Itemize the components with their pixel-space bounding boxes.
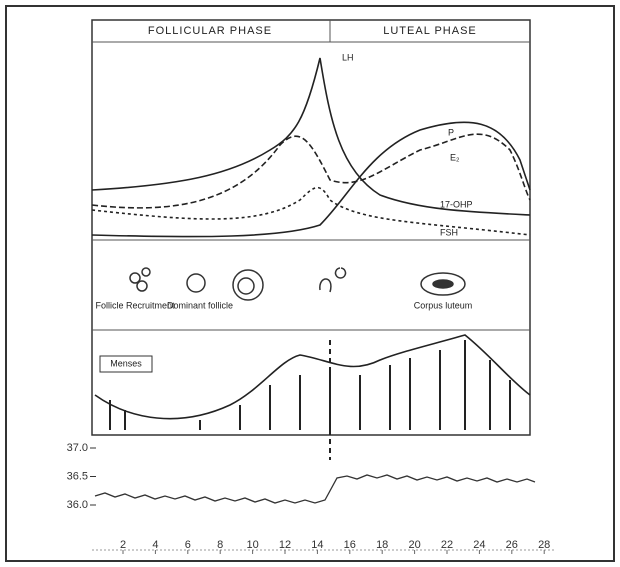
hormone-label: P bbox=[448, 127, 454, 137]
temperature-line bbox=[94, 474, 536, 504]
ovary-label: Follicle Recruitment bbox=[95, 300, 175, 310]
x-tick-label: 12 bbox=[279, 539, 291, 551]
ovary-label: Corpus luteum bbox=[414, 300, 473, 310]
phase-label: FOLLICULAR PHASE bbox=[148, 25, 272, 37]
progesterone-curve bbox=[91, 121, 531, 238]
x-tick-label: 2 bbox=[120, 539, 126, 551]
x-tick-label: 22 bbox=[441, 539, 453, 551]
x-tick-label: 8 bbox=[217, 539, 223, 551]
x-tick-label: 26 bbox=[506, 539, 518, 551]
label-box bbox=[99, 355, 153, 373]
outer-border bbox=[5, 5, 615, 562]
x-tick-label: 6 bbox=[185, 539, 191, 551]
y-tick-label: 37.0 bbox=[67, 442, 88, 454]
x-tick-label: 18 bbox=[376, 539, 388, 551]
y-tick-label: 36.5 bbox=[67, 470, 88, 482]
ovary-label: Dominant follicle bbox=[167, 300, 233, 310]
hormone-label: 17-OHP bbox=[440, 199, 473, 209]
x-tick-label: 10 bbox=[246, 539, 258, 551]
hormone-label: E₂ bbox=[450, 152, 460, 162]
y-tick-label: 36.0 bbox=[67, 499, 88, 511]
endometrium-outline bbox=[94, 334, 531, 420]
endometrium-glands bbox=[109, 340, 511, 430]
lh-curve bbox=[91, 57, 531, 216]
x-tick-label: 28 bbox=[538, 539, 550, 551]
estradiol-curve bbox=[91, 133, 531, 209]
phase-label: LUTEAL PHASE bbox=[383, 25, 477, 37]
ovary-icons bbox=[129, 267, 466, 301]
figure-frame bbox=[91, 19, 531, 436]
x-tick-label: 20 bbox=[408, 539, 420, 551]
x-tick-label: 4 bbox=[152, 539, 158, 551]
hormone-label: FSH bbox=[440, 227, 458, 237]
endometrium-label: Menses bbox=[110, 358, 142, 368]
x-tick-label: 24 bbox=[473, 539, 485, 551]
x-tick-label: 14 bbox=[311, 539, 323, 551]
x-tick-label: 16 bbox=[344, 539, 356, 551]
hormone-label: LH bbox=[342, 52, 354, 62]
